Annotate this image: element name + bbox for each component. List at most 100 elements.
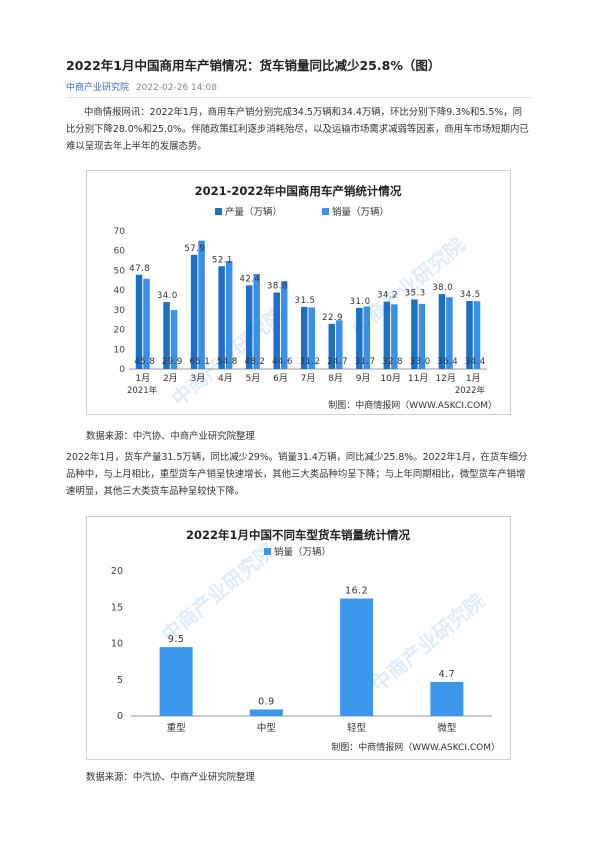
x-tick-label: 7月: [301, 373, 316, 384]
bar-production: [383, 301, 391, 369]
data-label-sales: 54.8: [217, 357, 238, 367]
article-source-link[interactable]: 中商产业研究院: [66, 83, 130, 93]
data-label: 4.7: [439, 669, 456, 680]
data-label-production: 31.5: [295, 296, 316, 306]
y-tick-label: 30: [114, 306, 126, 316]
chart-credit: 制图：中商情报网（WWW.ASKCI.COM）: [328, 399, 497, 411]
y-tick-label: 20: [114, 326, 126, 336]
article-meta: 中商产业研究院 2022-02-26 14:08: [66, 80, 217, 93]
chart-commercial-vehicle: 中商产业研究院 中商产业研究院 2021-2022年中国商用车产销统计情况产量（…: [86, 170, 511, 415]
chart-title: 2022年1月中国不同车型货车销量统计情况: [186, 528, 411, 542]
legend-swatch: [264, 548, 271, 555]
bar-sales: [340, 598, 374, 716]
bar-sales: [391, 304, 398, 369]
data-label-sales: 31.7: [355, 357, 376, 367]
bar-production: [190, 254, 198, 369]
data-label-production: 38.8: [267, 282, 288, 292]
data-label-production: 34.5: [460, 290, 481, 300]
data-label-production: 22.9: [322, 313, 343, 323]
article-title: 2022年1月中国商用车产销情况：货车销量同比减少25.8%（图）: [66, 58, 441, 73]
data-label: 9.5: [168, 634, 185, 645]
x-tick-label: 10月: [380, 373, 400, 384]
x-tick-label: 8月: [328, 373, 343, 384]
y-tick-label: 15: [111, 602, 123, 613]
bar-production: [328, 323, 336, 369]
data-label-sales: 36.4: [437, 357, 458, 367]
x-tick-label: 2月: [163, 373, 178, 384]
y-tick-label: 60: [114, 247, 126, 257]
data-source-note-1: 数据来源：中汽协、中商产业研究院整理: [86, 431, 255, 442]
bar-production: [135, 274, 143, 369]
y-tick-label: 40: [114, 286, 126, 296]
bar-production: [301, 306, 308, 369]
data-label-production: 47.8: [129, 264, 150, 274]
y-tick-label: 50: [114, 266, 126, 276]
data-label-production: 42.4: [239, 274, 260, 284]
data-label: 0.9: [258, 696, 275, 707]
bar-production: [163, 301, 170, 369]
bar-sales: [249, 709, 283, 716]
bar-production: [438, 294, 446, 369]
x-tick-label: 12月: [435, 373, 455, 384]
bar-sales: [225, 260, 233, 369]
bar-sales: [418, 303, 426, 369]
x-tick-label: 微型: [437, 722, 457, 734]
data-label-sales: 24.7: [327, 357, 348, 367]
x-tick-label: 4月: [218, 373, 233, 384]
x-tick-label: 中型: [257, 722, 277, 734]
data-label-sales: 48.2: [244, 357, 265, 367]
y-tick-label: 5: [117, 675, 123, 686]
data-label-production: 52.1: [212, 255, 233, 265]
data-label-production: 31.0: [350, 297, 371, 307]
bar-production: [411, 299, 418, 369]
x-tick-label: 3月: [190, 373, 205, 384]
legend-label: 销量（万辆）: [274, 546, 331, 558]
bar-sales: [198, 240, 205, 369]
bar-production: [466, 300, 473, 369]
bar-production: [218, 266, 225, 369]
bar-production: [273, 292, 280, 369]
chart-truck-types: 中商产业研究院 中商产业研究院 2022年1月中国不同车型货车销量统计情况 销量（…: [86, 516, 511, 760]
bar-production: [245, 285, 253, 369]
y-tick-label: 10: [114, 345, 126, 355]
bar-sales: [143, 278, 150, 369]
data-label-production: 57.9: [184, 244, 205, 254]
data-label-sales: 44.6: [272, 357, 293, 367]
x-tick-label: 1月: [135, 373, 150, 384]
data-label-production: 35.3: [405, 288, 426, 298]
article-paragraph-1: 中商情报网讯：2022年1月，商用车产销分别完成34.5万辆和34.4万辆，环比…: [66, 107, 529, 152]
article-date: 2022-02-26 14:08: [135, 83, 217, 93]
title-divider: [66, 97, 531, 98]
bar-sales: [446, 297, 453, 369]
x-tick-label: 轻型: [347, 722, 367, 734]
y-tick-label: 70: [114, 227, 126, 237]
bar-sales: [430, 681, 464, 716]
bar-sales: [253, 273, 260, 369]
data-label-sales: 34.4: [465, 357, 486, 367]
chart-title: 2021-2022年中国商用车产销统计情况: [195, 184, 402, 198]
x-tick-label: 5月: [246, 373, 261, 384]
y-tick-label: 20: [111, 566, 123, 577]
x-tick-label: 1月: [466, 373, 481, 384]
chart-credit: 制图：中商情报网（WWW.ASKCI.COM）: [331, 741, 500, 753]
bar-sales: [473, 301, 481, 369]
bar-sales: [363, 306, 371, 369]
data-label-sales: 65.1: [189, 357, 210, 367]
data-label-production: 34.2: [377, 291, 398, 301]
legend-label: 销量（万辆）: [332, 206, 389, 218]
bar-sales: [280, 281, 288, 369]
x-tick-label: 6月: [273, 373, 288, 384]
data-source-note-2: 数据来源：中汽协、中商产业研究院整理: [86, 772, 255, 783]
bar-sales: [336, 320, 343, 369]
data-label-sales: 33.0: [410, 357, 431, 367]
y-tick-label: 0: [119, 365, 125, 375]
data-label-production: 34.0: [157, 291, 178, 301]
data-label-sales: 32.8: [382, 357, 403, 367]
data-label-production: 38.0: [432, 283, 453, 293]
year-label-end: 2022年: [455, 385, 486, 396]
data-label-sales: 45.8: [134, 357, 155, 367]
y-tick-label: 0: [117, 711, 123, 722]
year-label-start: 2021年: [127, 385, 158, 396]
article-paragraph-2: 2022年1月，货车产量31.5万辆，同比减少29%。销量31.4万辆，同比减少…: [66, 452, 528, 497]
